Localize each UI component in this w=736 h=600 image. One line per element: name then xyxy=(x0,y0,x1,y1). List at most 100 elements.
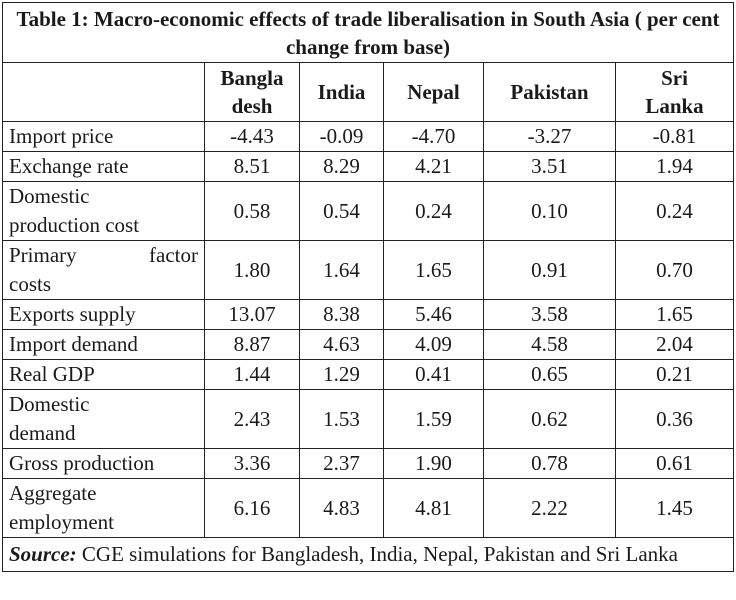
table-cell: 6.16 xyxy=(204,478,300,538)
row-label-line: demand xyxy=(9,421,76,445)
table-cell: 3.58 xyxy=(483,299,616,330)
table-cell: 4.81 xyxy=(383,478,484,538)
table-cell: 8.87 xyxy=(204,329,300,360)
table-cell: 2.22 xyxy=(483,478,616,538)
header-row: Bangla desh India Nepal Pakistan Sri Lan… xyxy=(2,62,734,122)
table-row: Exports supply 13.07 8.38 5.46 3.58 1.65 xyxy=(2,299,734,330)
table-row: Gross production 3.36 2.37 1.90 0.78 0.6… xyxy=(2,448,734,479)
header-text: desh xyxy=(231,94,273,118)
table-cell: 1.44 xyxy=(204,359,300,390)
table-cell: -3.27 xyxy=(483,121,616,152)
table-cell: 8.38 xyxy=(299,299,384,330)
row-label: Import demand xyxy=(2,329,205,360)
header-sri-lanka: Sri Lanka xyxy=(615,62,734,122)
table-cell: 0.10 xyxy=(483,181,616,241)
table-cell: 2.43 xyxy=(204,389,300,449)
table-row: Domestic production cost 0.58 0.54 0.24 … xyxy=(2,181,734,241)
row-label-word: Primary xyxy=(9,243,77,267)
header-text: India xyxy=(317,80,366,104)
table-cell: 0.62 xyxy=(483,389,616,449)
row-label: Primary factor costs xyxy=(2,240,205,300)
table-cell: 1.45 xyxy=(615,478,734,538)
table-cell: 4.58 xyxy=(483,329,616,360)
table-cell: 2.04 xyxy=(615,329,734,360)
table-cell: 2.37 xyxy=(299,448,384,479)
table-cell: 1.59 xyxy=(383,389,484,449)
table-cell: 0.21 xyxy=(615,359,734,390)
table-cell: 0.70 xyxy=(615,240,734,300)
source-label: Source: xyxy=(9,542,77,566)
table-row: Aggregate employment 6.16 4.83 4.81 2.22… xyxy=(2,478,734,538)
table-cell: -0.81 xyxy=(615,121,734,152)
row-label-line: Aggregate xyxy=(9,481,97,505)
table-cell: -4.70 xyxy=(383,121,484,152)
header-bangladesh: Bangla desh xyxy=(204,62,300,122)
table-row: Primary factor costs 1.80 1.64 1.65 0.91… xyxy=(2,240,734,300)
table-cell: 0.24 xyxy=(615,181,734,241)
row-label-line: production cost xyxy=(9,213,140,237)
table-row: Import price -4.43 -0.09 -4.70 -3.27 -0.… xyxy=(2,121,734,152)
table-cell: 3.51 xyxy=(483,151,616,182)
source-row: Source: CGE simulations for Bangladesh, … xyxy=(2,537,734,572)
header-text: Pakistan xyxy=(510,80,589,104)
macro-effects-table: Table 1: Macro-economic effects of trade… xyxy=(2,2,734,572)
table-cell: 0.24 xyxy=(383,181,484,241)
header-text: Sri xyxy=(661,66,688,90)
row-label: Real GDP xyxy=(2,359,205,390)
table-row: Exchange rate 8.51 8.29 4.21 3.51 1.94 xyxy=(2,151,734,182)
table-cell: 4.09 xyxy=(383,329,484,360)
table-cell: 1.53 xyxy=(299,389,384,449)
row-label-line: Primary factor xyxy=(9,241,198,270)
table-cell: 0.65 xyxy=(483,359,616,390)
table-cell: 0.54 xyxy=(299,181,384,241)
table-row: Domestic demand 2.43 1.53 1.59 0.62 0.36 xyxy=(2,389,734,449)
table-cell: 0.41 xyxy=(383,359,484,390)
header-pakistan: Pakistan xyxy=(483,62,616,122)
row-label: Exports supply xyxy=(2,299,205,330)
table-cell: 1.64 xyxy=(299,240,384,300)
table-cell: -4.43 xyxy=(204,121,300,152)
row-label: Domestic production cost xyxy=(2,181,205,241)
source-note: Source: CGE simulations for Bangladesh, … xyxy=(2,537,734,572)
table-cell: 1.94 xyxy=(615,151,734,182)
row-label: Aggregate employment xyxy=(2,478,205,538)
table-cell: 4.63 xyxy=(299,329,384,360)
table-cell: 5.46 xyxy=(383,299,484,330)
table-cell: 1.90 xyxy=(383,448,484,479)
table-cell: 0.58 xyxy=(204,181,300,241)
table-row: Import demand 8.87 4.63 4.09 4.58 2.04 xyxy=(2,329,734,360)
row-label: Gross production xyxy=(2,448,205,479)
table-cell: 0.36 xyxy=(615,389,734,449)
source-text: CGE simulations for Bangladesh, India, N… xyxy=(76,542,678,566)
row-label-line: employment xyxy=(9,510,114,534)
table-cell: 13.07 xyxy=(204,299,300,330)
table-title: Table 1: Macro-economic effects of trade… xyxy=(2,2,734,63)
table-cell: 4.21 xyxy=(383,151,484,182)
table-cell: -0.09 xyxy=(299,121,384,152)
table-container: Table 1: Macro-economic effects of trade… xyxy=(2,2,734,572)
row-label-line: Domestic xyxy=(9,184,90,208)
table-cell: 0.61 xyxy=(615,448,734,479)
header-nepal: Nepal xyxy=(383,62,484,122)
header-text: Bangla xyxy=(220,66,284,90)
header-text: Nepal xyxy=(407,80,460,104)
table-cell: 3.36 xyxy=(204,448,300,479)
header-india: India xyxy=(299,62,384,122)
table-cell: 0.91 xyxy=(483,240,616,300)
row-label-line: costs xyxy=(9,272,51,296)
row-label: Exchange rate xyxy=(2,151,205,182)
header-empty xyxy=(2,62,205,122)
row-label: Import price xyxy=(2,121,205,152)
table-row: Real GDP 1.44 1.29 0.41 0.65 0.21 xyxy=(2,359,734,390)
table-cell: 1.80 xyxy=(204,240,300,300)
table-cell: 0.78 xyxy=(483,448,616,479)
table-cell: 1.65 xyxy=(615,299,734,330)
table-cell: 8.51 xyxy=(204,151,300,182)
row-label: Domestic demand xyxy=(2,389,205,449)
row-label-line: Domestic xyxy=(9,392,90,416)
table-cell: 1.29 xyxy=(299,359,384,390)
table-cell: 4.83 xyxy=(299,478,384,538)
header-text: Lanka xyxy=(645,94,704,118)
table-cell: 8.29 xyxy=(299,151,384,182)
table-cell: 1.65 xyxy=(383,240,484,300)
